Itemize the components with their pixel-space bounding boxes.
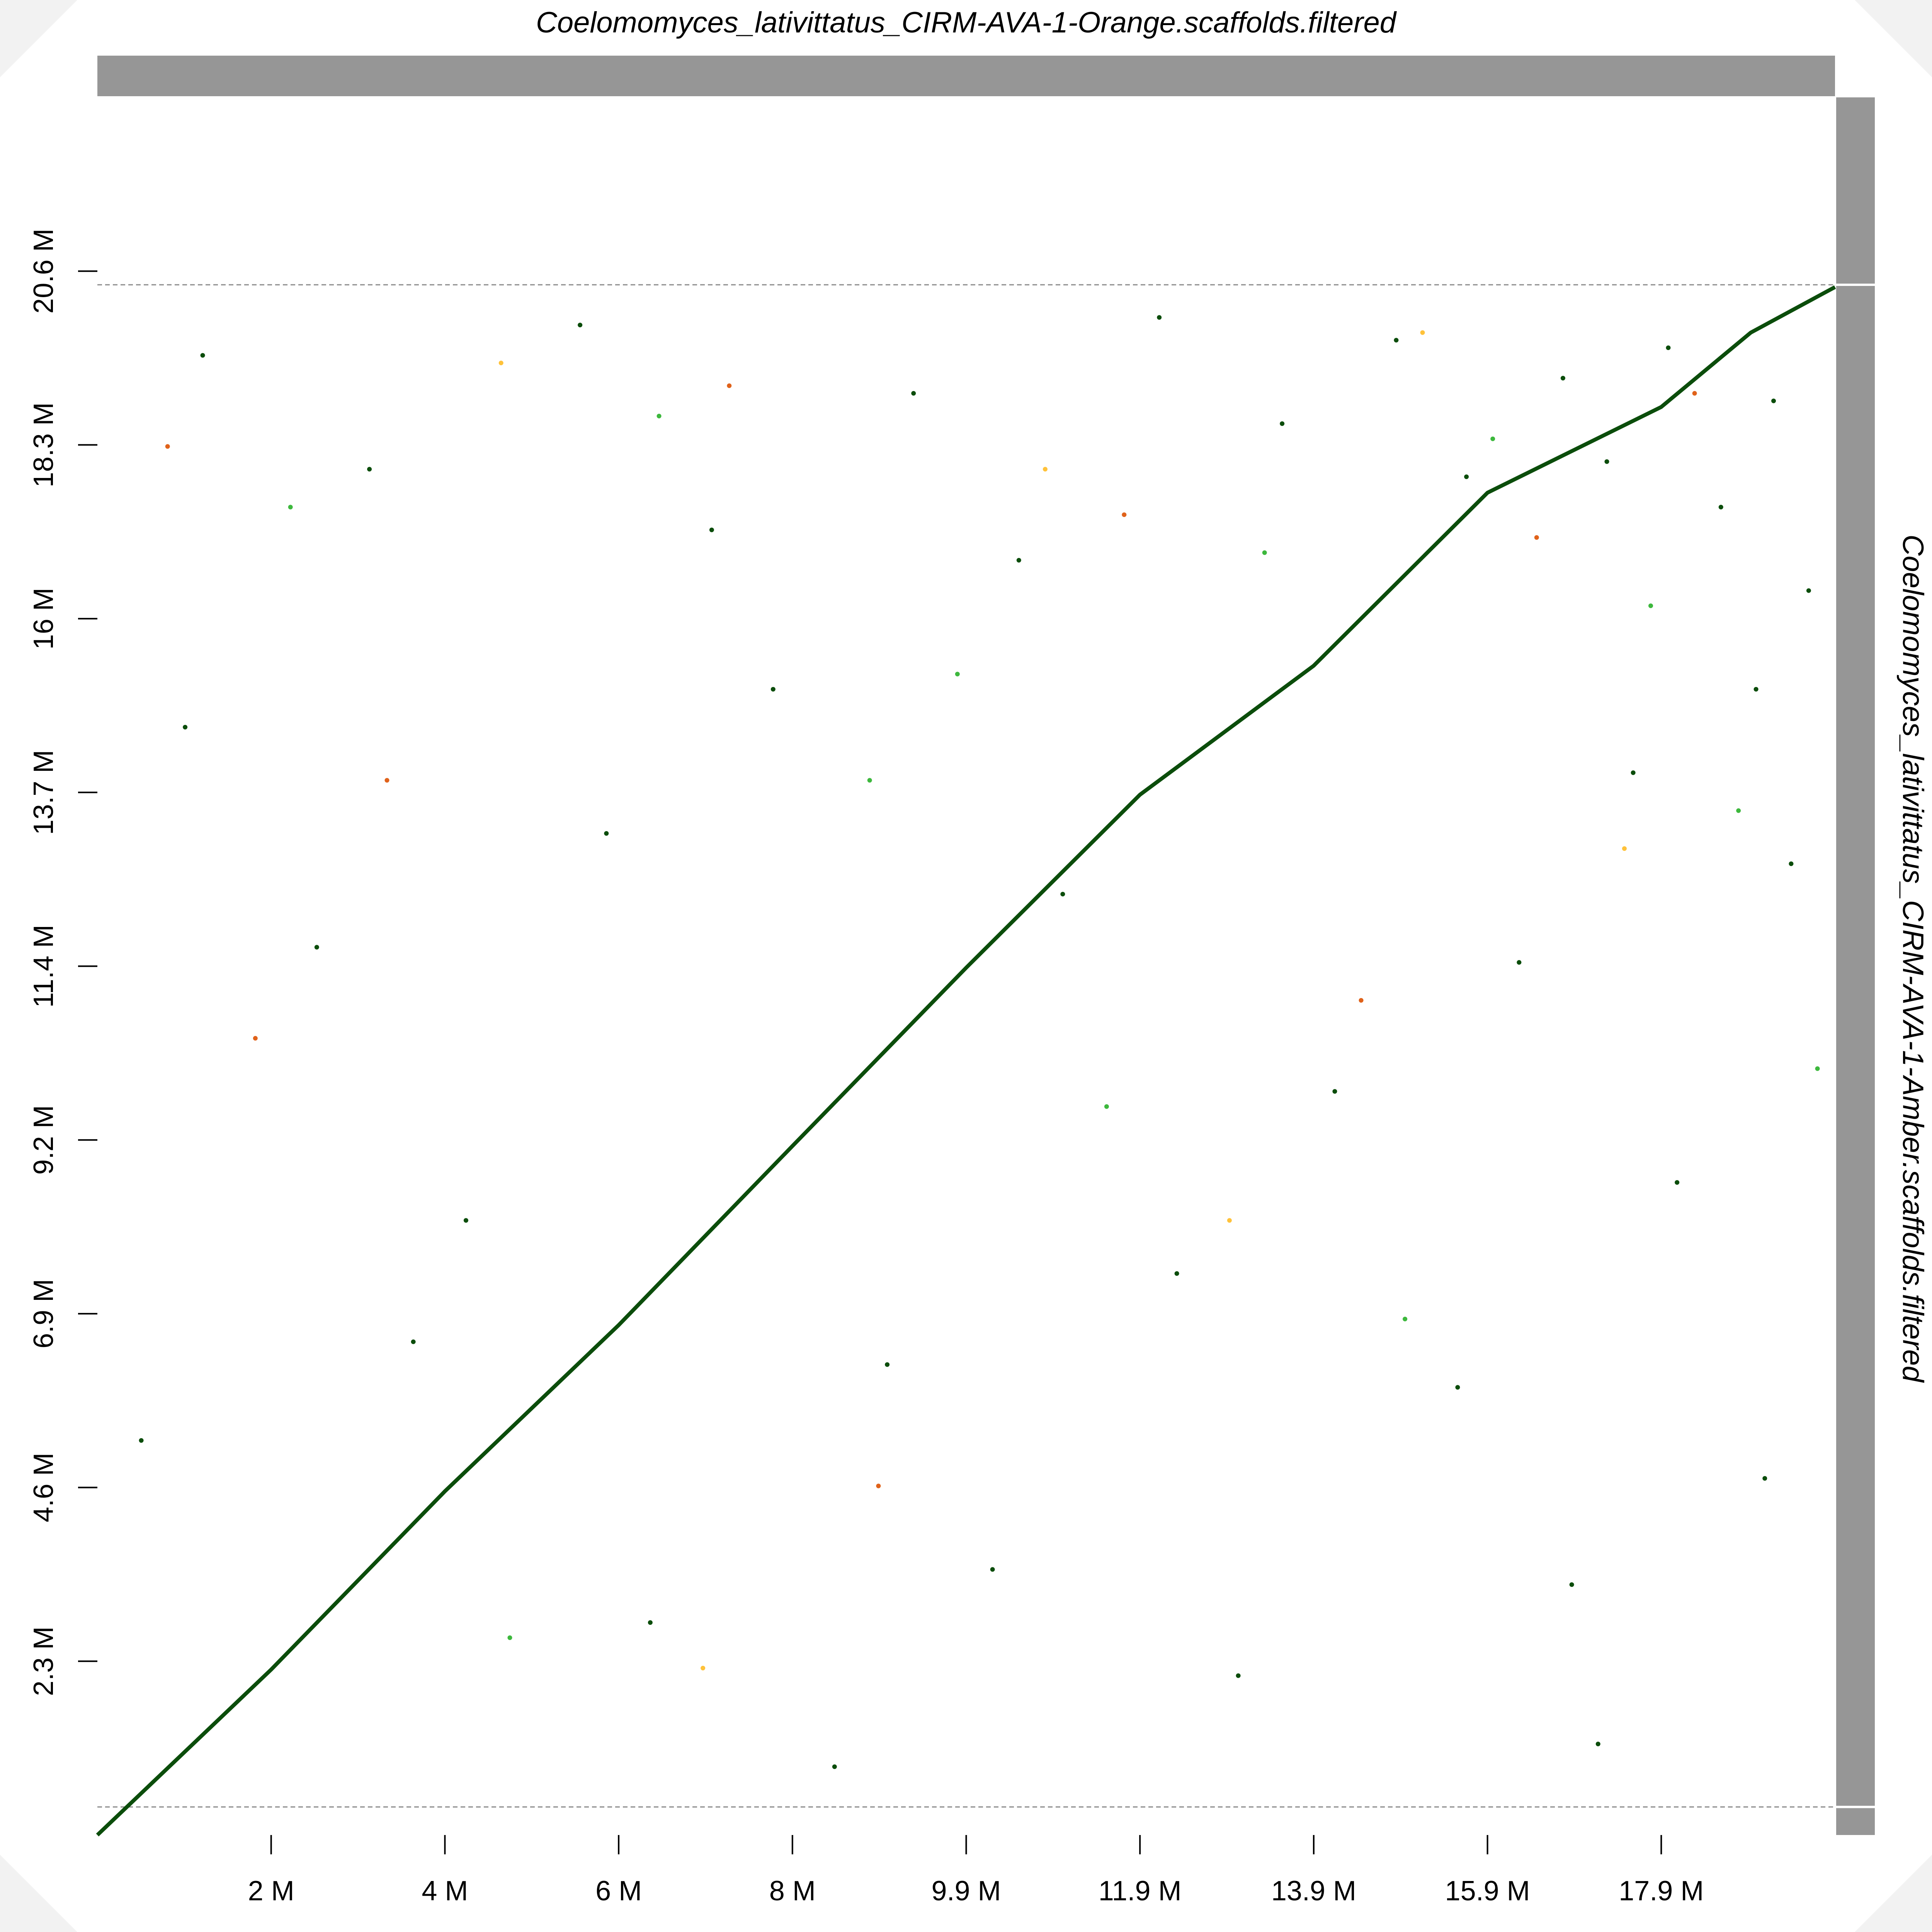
- x-tick-label: 6 M: [595, 1876, 642, 1906]
- point: [183, 724, 188, 730]
- point: [1227, 1218, 1232, 1223]
- point: [701, 1665, 706, 1670]
- point: [314, 945, 319, 950]
- point: [200, 353, 205, 358]
- x-tick-label: 15.9 M: [1445, 1876, 1530, 1906]
- point: [411, 1339, 416, 1344]
- point: [1692, 391, 1697, 396]
- x-tick-label: 9.9 M: [931, 1876, 1001, 1906]
- x-tick-label: 4 M: [422, 1876, 468, 1906]
- point: [463, 1218, 468, 1223]
- point: [1403, 1316, 1408, 1321]
- alignment-line: [96, 285, 1836, 1837]
- y-tick-label: 6.9 M: [28, 1279, 59, 1349]
- y-axis-title: Coelomomyces_lativittatus_CIRM-AVA-1-Amb…: [1896, 534, 1929, 1383]
- point: [367, 467, 372, 472]
- point: [1517, 960, 1522, 965]
- x-tick-label: 2 M: [248, 1876, 294, 1906]
- point: [1736, 808, 1741, 813]
- point: [1280, 421, 1285, 426]
- point: [1762, 1476, 1767, 1481]
- point: [1262, 550, 1267, 555]
- point: [1455, 1385, 1460, 1390]
- point: [955, 672, 960, 677]
- point: [1753, 687, 1759, 692]
- point: [288, 505, 293, 510]
- x-tick-label: 17.9 M: [1619, 1876, 1704, 1906]
- point: [1464, 474, 1469, 479]
- y-tick-label: 20.6 M: [28, 229, 59, 314]
- top-bar: [97, 56, 1835, 96]
- right-bar: [1836, 97, 1875, 1835]
- point: [165, 444, 170, 449]
- point: [1394, 338, 1399, 343]
- point: [1718, 505, 1723, 510]
- point: [1490, 436, 1495, 441]
- point: [885, 1362, 890, 1367]
- x-tick-label: 8 M: [769, 1876, 816, 1906]
- y-tick-label: 11.4 M: [28, 925, 59, 1008]
- y-tick-label: 16 M: [28, 588, 59, 650]
- point: [253, 1036, 258, 1041]
- point: [604, 831, 609, 836]
- point: [1174, 1271, 1179, 1276]
- point: [1157, 315, 1162, 320]
- y-tick-label: 2.3 M: [28, 1626, 59, 1696]
- point: [648, 1620, 653, 1625]
- point: [384, 778, 389, 783]
- point: [1789, 861, 1794, 866]
- point: [727, 383, 732, 388]
- point: [1631, 770, 1636, 775]
- point: [1122, 512, 1127, 517]
- point: [1604, 459, 1609, 464]
- point: [1622, 846, 1627, 851]
- point: [656, 413, 662, 418]
- point: [1420, 330, 1425, 335]
- point: [1043, 467, 1048, 472]
- point: [498, 361, 503, 366]
- point: [1534, 535, 1539, 540]
- point: [1104, 1104, 1109, 1109]
- point: [1560, 376, 1565, 381]
- point: [876, 1483, 881, 1488]
- point: [1806, 588, 1811, 593]
- point: [990, 1567, 995, 1572]
- point: [770, 687, 776, 692]
- point: [1815, 1066, 1820, 1071]
- x-tick-label: 11.9 M: [1099, 1876, 1182, 1906]
- point: [867, 778, 872, 783]
- point: [1016, 558, 1021, 563]
- point: [1648, 603, 1653, 608]
- point: [1060, 891, 1065, 896]
- y-tick-label: 13.7 M: [28, 750, 59, 835]
- y-tick-label: 18.3 M: [28, 402, 59, 487]
- point: [1359, 998, 1364, 1003]
- point: [1666, 345, 1671, 350]
- point: [1595, 1742, 1600, 1747]
- point: [1771, 398, 1776, 403]
- y-tick-label: 4.6 M: [28, 1453, 59, 1522]
- point: [1332, 1089, 1337, 1094]
- y-tick-label: 9.2 M: [28, 1105, 59, 1175]
- point: [832, 1764, 837, 1769]
- point: [139, 1438, 144, 1443]
- point: [911, 391, 916, 396]
- point: [507, 1635, 512, 1640]
- point: [1569, 1582, 1574, 1587]
- point: [578, 323, 583, 328]
- point: [1236, 1673, 1241, 1678]
- x-tick-label: 13.9 M: [1271, 1876, 1356, 1906]
- point: [1675, 1180, 1680, 1185]
- chart-title: Coelomomyces_lativittatus_CIRM-AVA-1-Ora…: [536, 6, 1397, 39]
- point: [709, 527, 714, 532]
